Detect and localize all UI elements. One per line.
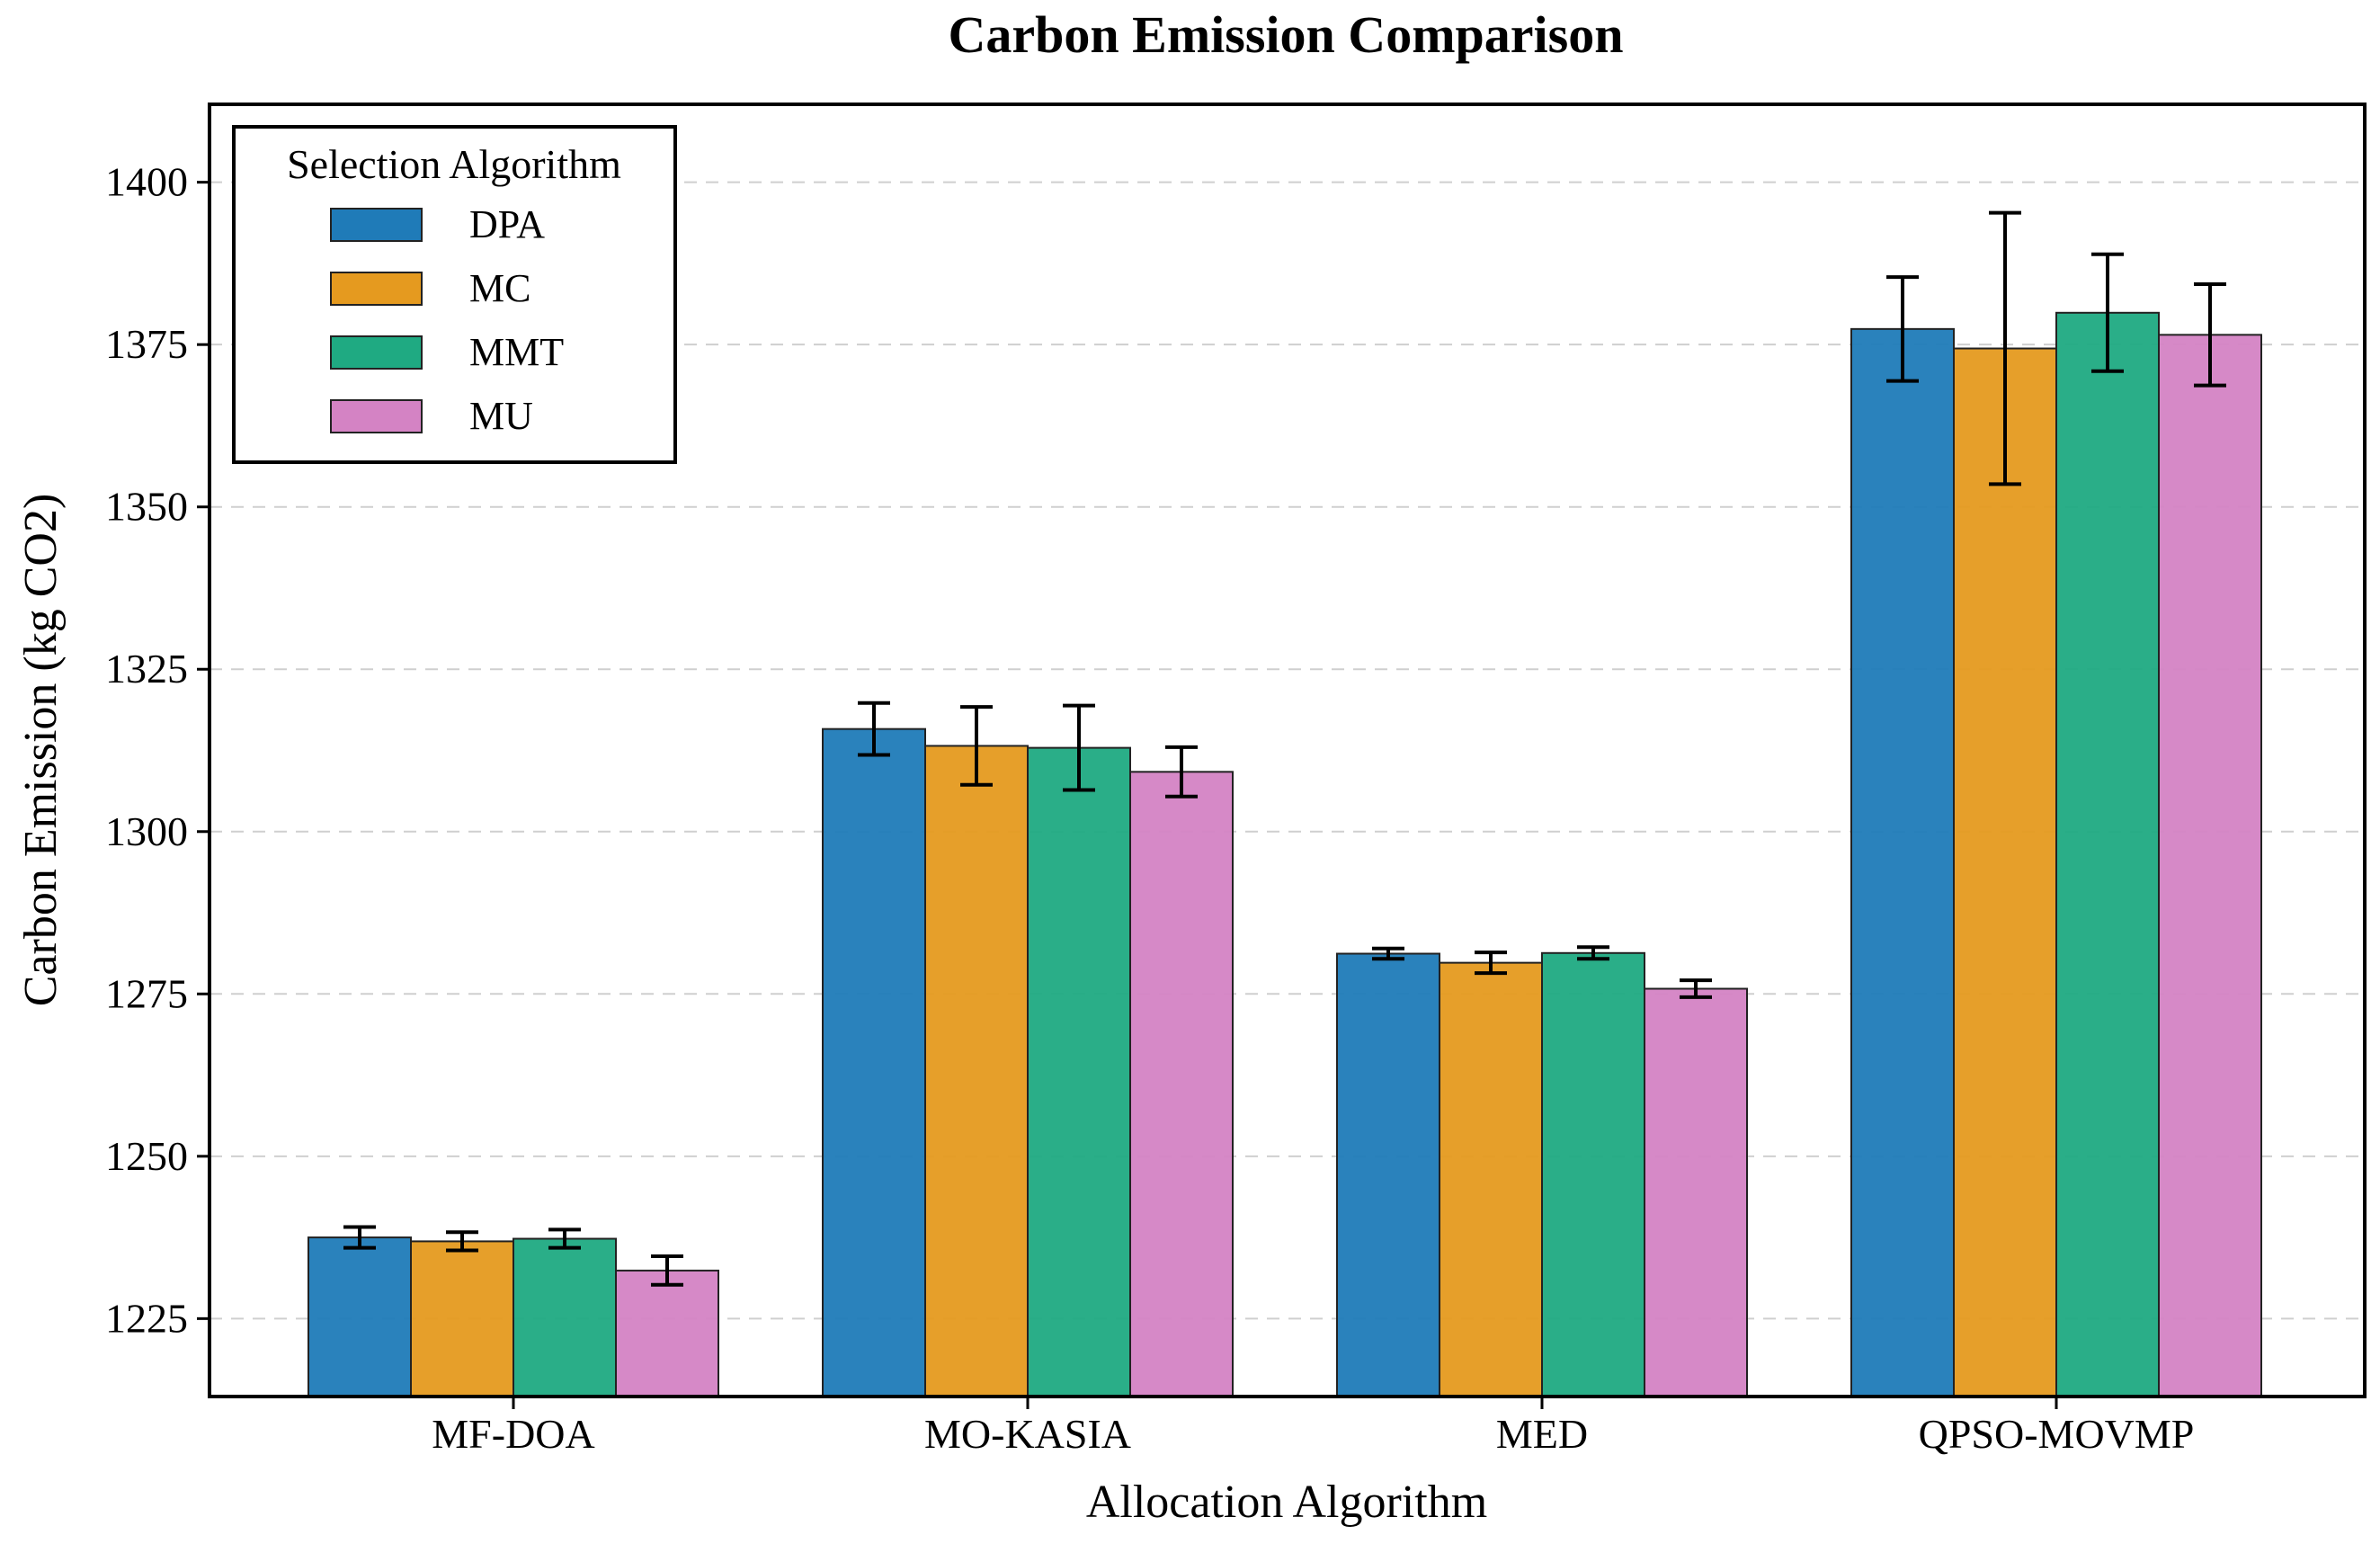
bar-mc-mf-doa [410,1240,514,1397]
error-bar-mmt-mf-doa [548,1227,581,1250]
legend-swatch-dpa [330,208,423,242]
error-bar-dpa-mo-kasia [858,701,890,757]
bars-group [308,311,2262,1398]
error-bar-mc-mf-doa [446,1230,478,1253]
bar-mmt-qpso-movmp [2055,311,2160,1397]
plot-area-frame [208,103,2367,1398]
bar-mu-mo-kasia [1129,771,1234,1397]
error-bar-mmt-med [1577,945,1609,961]
y-tick-label: 1375 [105,321,188,367]
bar-mmt-med [1541,951,1645,1397]
chart-title: Carbon Emission Comparison [949,5,1624,64]
bar-mc-qpso-movmp [1953,347,2057,1398]
x-axis-label: Allocation Algorithm [1086,1477,1487,1528]
error-bar-dpa-mf-doa [343,1225,376,1250]
legend-items: DPA MC MMT MU [330,202,564,438]
axis-ticks: 1225 1250 1275 1300 1325 1350 1375 1400 MF-DOA MO… [105,159,2194,1457]
error-bar-mu-mf-doa [651,1254,683,1287]
error-bar-mu-mo-kasia [1165,745,1198,799]
y-tick-label: 1225 [105,1295,188,1341]
error-bar-mu-qpso-movmp [2194,282,2226,388]
y-tick-label: 1300 [105,808,188,854]
error-bar-mc-mo-kasia [960,705,993,787]
legend: Selection Algorithm DPA MC MMT MU [232,125,677,464]
error-bar-mmt-mo-kasia [1063,703,1095,792]
bar-mu-med [1644,987,1748,1397]
legend-label-dpa: DPA [469,202,545,246]
bar-dpa-mo-kasia [822,727,926,1397]
y-tick-label: 1250 [105,1133,188,1179]
legend-label-mc: MC [469,266,530,310]
x-tick-label: QPSO-MOVMP [1919,1411,2195,1457]
y-tick-label: 1325 [105,646,188,692]
bar-dpa-mf-doa [308,1236,412,1397]
error-bar-dpa-med [1372,946,1404,961]
legend-title: Selection Algorithm [287,141,621,187]
bar-dpa-med [1336,952,1440,1398]
bar-mu-qpso-movmp [2158,334,2262,1397]
legend-swatch-mmt [330,335,423,370]
error-bar-mu-med [1680,978,1712,999]
error-bars-group [343,210,2226,1287]
error-bar-mmt-qpso-movmp [2091,252,2124,373]
x-tick-label: MO-KASIA [924,1411,1131,1457]
y-axis-label: Carbon Emission (kg CO2) [15,494,67,1007]
error-bar-mc-qpso-movmp [1989,210,2021,486]
bar-mu-mf-doa [615,1269,719,1397]
legend-swatch-mc [330,272,423,306]
error-bar-mc-med [1475,950,1507,976]
bar-mc-med [1439,961,1543,1397]
y-tick-label: 1400 [105,159,188,205]
bar-mmt-mf-doa [513,1237,617,1397]
bar-mc-mo-kasia [924,745,1029,1397]
bar-dpa-qpso-movmp [1850,327,1955,1398]
legend-swatch-mu [330,399,423,433]
legend-label-mmt: MMT [469,330,564,374]
x-tick-label: MF-DOA [432,1411,594,1457]
bar-mmt-mo-kasia [1027,746,1131,1397]
legend-label-mu: MU [469,394,533,438]
x-tick-label: MED [1496,1411,1588,1457]
y-tick-label: 1350 [105,484,188,530]
legend-box [232,125,677,464]
error-bar-dpa-qpso-movmp [1886,275,1919,383]
y-tick-label: 1275 [105,970,188,1016]
